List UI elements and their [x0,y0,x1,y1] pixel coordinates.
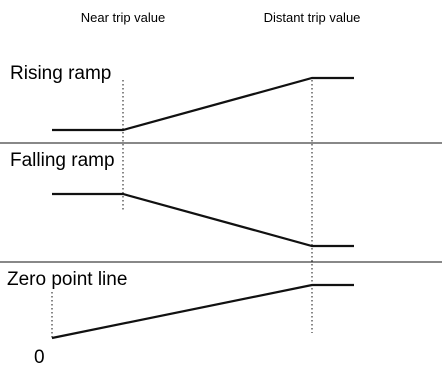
near-trip-label: Near trip value [81,10,166,25]
panel-title-falling: Falling ramp [10,150,115,171]
zero-point-line [51,283,354,340]
distant-trip-label: Distant trip value [264,10,361,25]
panel-title-zero: Zero point line [7,269,127,290]
zero-marker-label: 0 [34,347,45,365]
falling-ramp-line [52,192,354,248]
rising-ramp-line [52,76,354,132]
panel-title-rising: Rising ramp [10,63,111,84]
